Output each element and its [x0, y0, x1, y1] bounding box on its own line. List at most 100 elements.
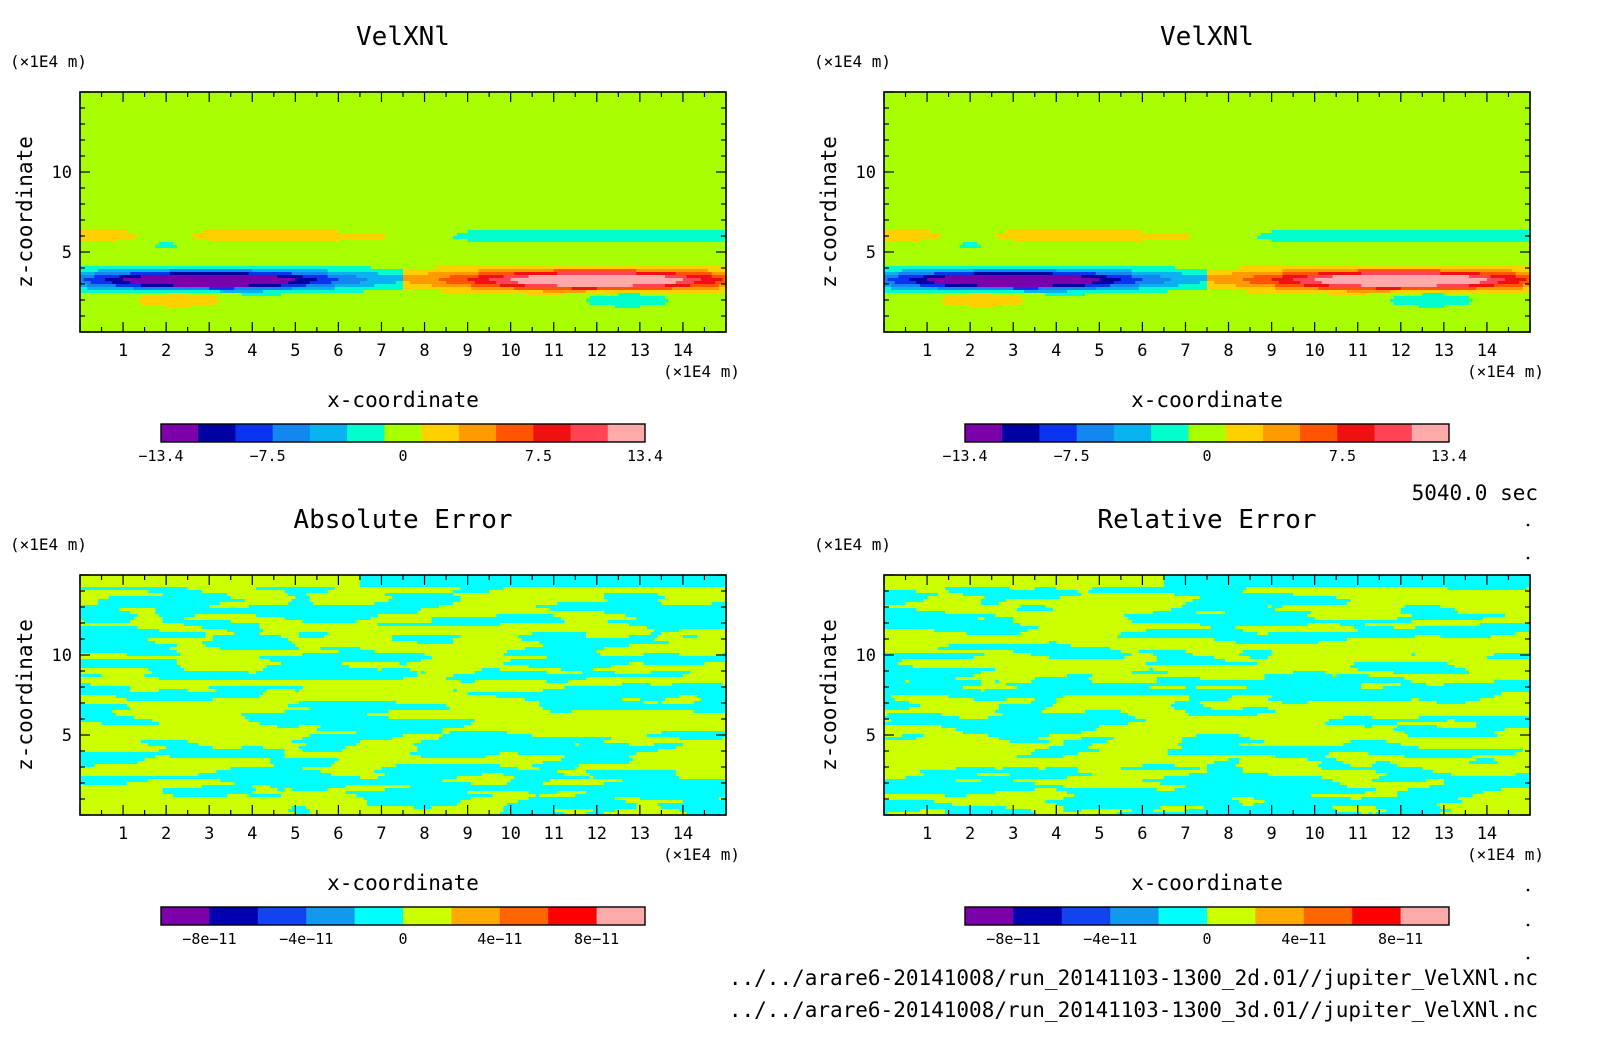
field-cell: [557, 770, 587, 774]
field-cell: [945, 296, 1021, 300]
field-cell: [80, 257, 727, 261]
field-cell: [431, 284, 472, 288]
x-tick-label: 11: [1347, 341, 1367, 361]
field-cell: [1454, 665, 1531, 669]
field-cell: [884, 257, 1531, 261]
field-cell: [80, 668, 149, 672]
field-cell: [884, 578, 1165, 582]
x-tick-label: 5: [1094, 341, 1104, 361]
field-cell: [884, 209, 1531, 213]
field-cell: [464, 725, 727, 729]
field-cell: [148, 638, 214, 642]
field-cell: [586, 290, 727, 294]
field-cell: [295, 689, 300, 693]
field-cell: [927, 278, 1100, 282]
field-cell: [553, 809, 594, 813]
field-cell: [112, 281, 131, 285]
field-cell: [1142, 239, 1273, 243]
field-cell: [1458, 611, 1531, 615]
field-cell: [711, 602, 727, 606]
field-cell: [255, 614, 379, 618]
field-cell: [517, 767, 540, 771]
field-cell: [1207, 275, 1255, 279]
field-cell: [923, 599, 982, 603]
field-cell: [1067, 776, 1165, 780]
field-cell: [309, 599, 390, 603]
x-tick-label: 1: [922, 824, 932, 844]
field-cell: [1282, 275, 1309, 279]
field-cell: [80, 179, 727, 183]
field-cell: [1411, 620, 1531, 624]
field-cell: [1440, 272, 1481, 276]
field-cell: [621, 683, 652, 687]
field-cell: [1476, 722, 1531, 726]
field-cell: [532, 764, 580, 768]
field-cell: [1436, 803, 1531, 807]
field-cell: [80, 647, 171, 651]
field-cell: [291, 287, 336, 291]
field-cell: [884, 752, 1032, 756]
field-cell: [1314, 278, 1488, 282]
field-cell: [884, 296, 946, 300]
field-cell: [884, 260, 1531, 264]
field-cell: [1131, 671, 1169, 675]
field-cell: [1361, 812, 1370, 816]
field-cell: [973, 698, 1007, 702]
field-cell: [80, 149, 727, 153]
colorbar: −8e−11 −4e−11 0 4e−11 8e−11: [964, 906, 1450, 948]
field-cell: [564, 755, 630, 759]
field-cell: [345, 746, 418, 750]
field-cell: [169, 647, 221, 651]
field-cell: [1343, 743, 1402, 747]
colorbar-swatch: [403, 907, 452, 925]
field-cell: [410, 752, 501, 756]
field-cell: [374, 284, 404, 288]
field-cell: [945, 587, 1011, 591]
margin-dot: [1526, 923, 1530, 927]
field-cell: [370, 617, 433, 621]
chart-panel-4: Relative Error(×1E4 m)1 2 3 4 5 6 7 8 9 10 11 12 13 1…: [814, 505, 1544, 948]
field-cell: [884, 314, 1531, 318]
field-cell: [1045, 293, 1086, 297]
x-tick-label: 5: [1094, 824, 1104, 844]
field-cell: [80, 194, 727, 198]
field-cell: [1117, 812, 1362, 816]
y-unit-label: (×1E4 m): [10, 535, 87, 554]
field-cell: [1271, 695, 1495, 699]
field-cell: [1239, 800, 1266, 804]
field-cell: [80, 302, 142, 306]
field-cell: [988, 734, 1050, 738]
field-cell: [252, 791, 347, 795]
field-cell: [884, 101, 1531, 105]
field-cell: [474, 671, 548, 675]
field-cell: [593, 776, 680, 780]
x-tick-label: 3: [204, 341, 214, 361]
field-cell: [708, 269, 727, 273]
field-cell: [884, 236, 939, 240]
field-cell: [650, 683, 673, 687]
field-cell: [1214, 281, 1251, 285]
field-cell: [884, 194, 1531, 198]
field-cell: [216, 689, 268, 693]
field-cell: [1088, 590, 1244, 594]
field-cell: [621, 698, 641, 702]
field-cell: [1196, 611, 1226, 615]
field-cell: [1268, 632, 1517, 636]
field-cell: [453, 590, 490, 594]
field-cell: [234, 632, 261, 636]
colorbar-swatch: [965, 907, 1014, 925]
field-cell: [80, 224, 727, 228]
field-cell: [1063, 809, 1082, 813]
field-cell: [80, 797, 365, 801]
field-cell: [298, 725, 322, 729]
field-cell: [718, 284, 727, 288]
field-cell: [456, 689, 544, 693]
x-tick-label: 5: [290, 824, 300, 844]
colorbar-swatch: [161, 907, 210, 925]
field-cell: [560, 617, 637, 621]
field-cell: [263, 692, 469, 696]
colorbar-tick-label: 4e−11: [477, 930, 522, 948]
field-cell: [1429, 785, 1531, 789]
field-cell: [1468, 761, 1499, 765]
field-cell: [884, 599, 925, 603]
